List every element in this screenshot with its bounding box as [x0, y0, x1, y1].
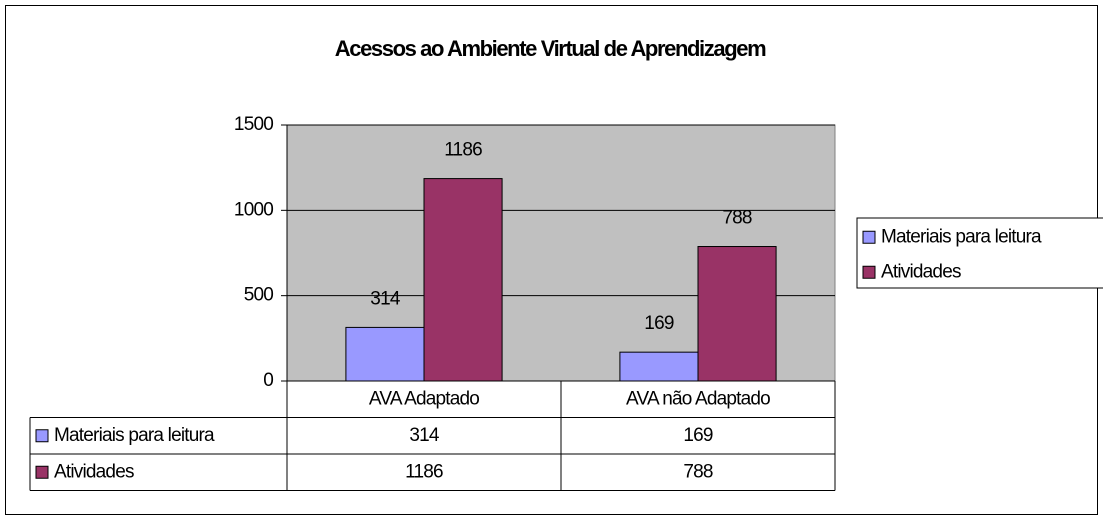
- y-tick-label: 1000: [234, 199, 273, 220]
- data-label: 169: [644, 313, 674, 334]
- table-value: 788: [683, 461, 713, 482]
- table-key: [35, 465, 49, 479]
- table-value: 1186: [405, 461, 443, 482]
- legend-label: Atividades: [881, 261, 961, 282]
- table-series-name: Materiais para leitura: [54, 425, 215, 446]
- chart-title: Acessos ao Ambiente Virtual de Aprendiza…: [335, 36, 766, 61]
- table-value: 169: [683, 425, 713, 446]
- y-tick-label: 1500: [234, 114, 273, 135]
- table-series-name: Atividades: [54, 461, 134, 482]
- bar: [697, 246, 777, 382]
- legend-key: [862, 265, 876, 279]
- legend-box: [856, 217, 1103, 289]
- bar: [619, 351, 699, 382]
- data-label: 788: [722, 208, 752, 229]
- table-value: 314: [409, 425, 440, 446]
- y-tick-label: 500: [244, 285, 274, 306]
- data-label: 1186: [444, 140, 482, 161]
- data-label: 314: [370, 288, 401, 309]
- bar: [345, 326, 425, 382]
- table-key: [35, 429, 49, 443]
- bar: [423, 178, 503, 382]
- x-tick-label: AVA Adaptado: [369, 388, 479, 409]
- y-tick-label: 0: [263, 370, 273, 391]
- legend-key: [862, 230, 876, 244]
- legend-label: Materiais para leitura: [881, 226, 1042, 247]
- x-tick-label: AVA não Adaptado: [626, 388, 770, 409]
